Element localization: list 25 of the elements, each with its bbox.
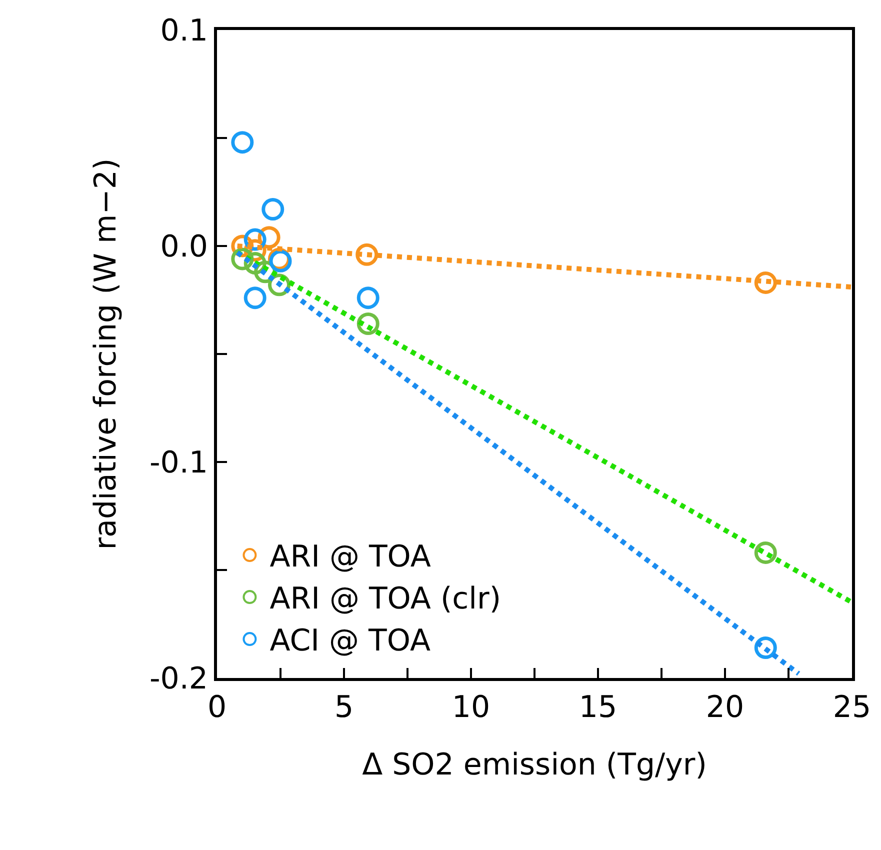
point (356, 312, 380, 335)
x-tick-label: 0 (207, 690, 227, 725)
x-tick-label: 25 (832, 690, 872, 725)
x-axis-title: Δ SO2 emission (Tg/yr) (362, 748, 707, 782)
point (754, 636, 777, 659)
y-tick-label: 0.1 (160, 14, 208, 48)
point (356, 286, 380, 310)
point (356, 243, 378, 266)
y-tick-label: 0.0 (160, 230, 208, 264)
legend-label: ACI @ TOA (270, 624, 431, 659)
legend-label: ARI @ TOA (clr) (270, 582, 502, 617)
x-tick-label: 10 (452, 690, 490, 725)
x-tick-label: 5 (334, 690, 354, 725)
point (231, 131, 254, 154)
point (244, 286, 266, 310)
legend-label: ARI @ TOA (270, 540, 432, 575)
x-tick-label: 20 (706, 690, 744, 725)
y-tick-label: -0.2 (149, 662, 208, 696)
point (754, 541, 777, 564)
point (262, 198, 284, 221)
point (231, 248, 254, 270)
point (754, 271, 777, 294)
y-axis-title: radiative forcing (W m−2) (88, 158, 124, 550)
y-tick-label: -0.1 (149, 446, 208, 480)
x-tick-label: 15 (578, 690, 618, 725)
